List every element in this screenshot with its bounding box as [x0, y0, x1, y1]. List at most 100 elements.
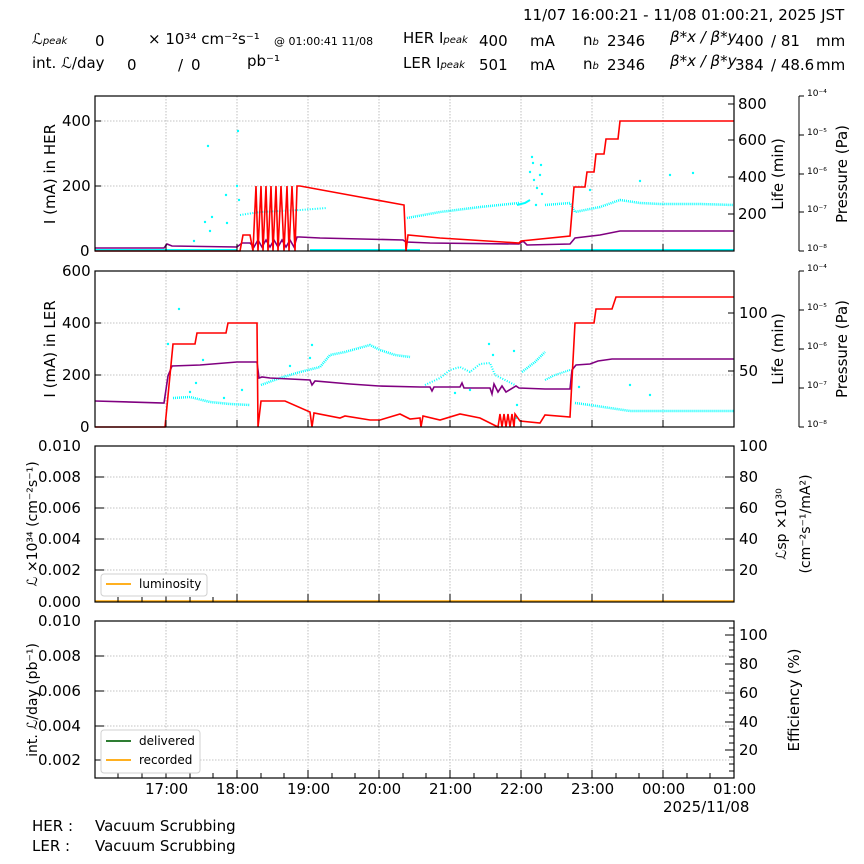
grid-ler — [95, 271, 734, 427]
eff-tick-100: 100 — [739, 626, 768, 644]
ler-p-tick-6: 10⁻⁶ — [807, 342, 827, 352]
ler-ipeak-label: LER Ipeak — [403, 54, 465, 72]
eff-tick-60: 60 — [739, 684, 759, 702]
ler-life-tick-100: 100 — [739, 304, 768, 322]
xtick-1800: 18:00 — [216, 780, 260, 798]
int-lumi-value2: 0 — [191, 56, 201, 74]
her-ytick-200: 200 — [62, 177, 91, 195]
ler-current-line — [95, 296, 734, 429]
lumi-sp-tick-40: 40 — [739, 530, 759, 548]
panel-ler — [94, 270, 804, 429]
her-ylabel: I (mA) in HER — [41, 123, 59, 225]
lumi-peak-label: ℒpeak — [32, 30, 67, 48]
grid-her — [95, 96, 734, 251]
ler-pressure-points — [166, 307, 734, 420]
lumi-sp-label-a: ℒsp ×10³⁰ — [774, 488, 790, 560]
lumi-legend-label: luminosity — [139, 577, 202, 591]
lumi-ytick-0.006: 0.006 — [38, 499, 81, 517]
int-ytick-0.002: 0.002 — [38, 751, 81, 769]
lumi-ylabel: ℒ ×10³⁴ (cm⁻²s⁻¹) — [25, 461, 41, 587]
ler-life-tick-50: 50 — [739, 362, 759, 380]
her-nb-label: nb — [583, 31, 599, 49]
ler-p-tick-7: 10⁻⁷ — [807, 381, 827, 391]
panel-luminosity — [94, 445, 735, 603]
ler-nb-value: 2346 — [607, 56, 646, 74]
her-ipeak-text: HER I — [403, 29, 444, 47]
lumi-ticks — [95, 476, 734, 602]
her-pressure-axis — [798, 95, 804, 252]
ler-beta-unit: mm — [816, 56, 846, 74]
ler-ytick-0: 0 — [80, 418, 90, 436]
xtick-2300: 23:00 — [571, 780, 615, 798]
int-ticks — [95, 627, 734, 778]
xtick-2000: 20:00 — [358, 780, 402, 798]
panel-her — [94, 95, 804, 252]
xtick-1700: 17:00 — [145, 780, 189, 798]
lumi-sp-tick-20: 20 — [739, 561, 759, 579]
her-frame — [94, 95, 735, 252]
xtick-2100: 21:00 — [429, 780, 473, 798]
her-beta-y: / 81 — [771, 32, 800, 50]
lumi-peak-sub: peak — [42, 36, 68, 47]
xtick-0000: 00:00 — [642, 780, 686, 798]
lumi-sp-tick-60: 60 — [739, 499, 759, 517]
ler-frame — [94, 270, 735, 428]
lumi-peak-value: 0 — [95, 32, 105, 50]
ler-ylabel: I (mA) in LER — [41, 300, 59, 398]
lumi-sp-tick-80: 80 — [739, 468, 759, 486]
grid-lumi — [95, 446, 734, 602]
her-p-tick-6: 10⁻⁶ — [807, 167, 827, 177]
her-p-tick-4: 10⁻⁴ — [807, 89, 827, 99]
ler-beta-label: β*x / β*y — [670, 52, 737, 70]
her-pressure-points — [95, 129, 735, 251]
ler-status-label: LER : — [32, 837, 71, 855]
her-ytick-0: 0 — [80, 242, 90, 260]
her-ytick-400: 400 — [62, 112, 91, 130]
int-lumi-unit: pb⁻¹ — [247, 52, 280, 70]
lumi-ytick-0.000: 0.000 — [38, 593, 81, 611]
int-ytick-0.006: 0.006 — [38, 682, 81, 700]
int-ytick-0.010: 0.010 — [38, 612, 81, 630]
lumi-ytick-0.002: 0.002 — [38, 561, 81, 579]
lumi-peak-unit: × 10³⁴ cm⁻²s⁻¹ — [148, 30, 260, 48]
ler-beta-y: / 48.6 — [771, 56, 815, 74]
her-beta-label: β*x / β*y — [670, 28, 737, 46]
ler-ipeak-unit: mA — [530, 56, 555, 74]
lumi-ytick-0.008: 0.008 — [38, 468, 81, 486]
recorded-legend-label: recorded — [139, 753, 193, 767]
eff-tick-20: 20 — [739, 741, 759, 759]
ler-ticks — [95, 312, 734, 427]
ler-nb-sub: b — [592, 61, 599, 72]
lumi-ytick-0.010: 0.010 — [38, 437, 81, 455]
ler-life-label: Life (min) — [769, 313, 787, 385]
int-ylabel: int. ℒ/day (pb⁻¹) — [25, 643, 41, 757]
her-ipeak-sub: peak — [443, 35, 468, 46]
grid-int — [95, 621, 734, 778]
int-lumi-value: 0 — [127, 56, 137, 74]
her-p-tick-8: 10⁻⁸ — [807, 244, 827, 254]
lumi-peak-time: @ 01:00:41 11/08 — [274, 35, 374, 48]
panel-integrated — [94, 620, 735, 779]
ler-ytick-600: 600 — [62, 262, 91, 280]
int-lumi-label: int. ℒ/day — [32, 54, 105, 72]
her-beta-x: 400 — [735, 32, 764, 50]
int-ytick-0.008: 0.008 — [38, 647, 81, 665]
her-nb-sub: b — [592, 37, 599, 48]
ler-p-tick-4: 10⁻⁴ — [807, 264, 827, 274]
eff-tick-40: 40 — [739, 713, 759, 731]
her-beta-unit: mm — [816, 32, 846, 50]
xtick-2200: 22:00 — [500, 780, 544, 798]
her-status-value: Vacuum Scrubbing — [95, 817, 236, 835]
ler-beta-x: 384 — [735, 56, 764, 74]
ler-ipeak-text: LER I — [403, 54, 441, 72]
xtick-1900: 19:00 — [287, 780, 331, 798]
her-status-label: HER : — [32, 817, 74, 835]
lumi-frame — [94, 445, 735, 603]
ler-ytick-400: 400 — [62, 314, 91, 332]
her-life-label: Life (min) — [769, 138, 787, 210]
lumi-legend-box — [100, 573, 208, 597]
ler-ipeak-sub: peak — [440, 60, 465, 71]
her-p-tick-7: 10⁻⁷ — [807, 205, 827, 215]
ler-p-tick-5: 10⁻⁵ — [807, 303, 827, 313]
her-life-tick-800: 800 — [738, 95, 767, 113]
